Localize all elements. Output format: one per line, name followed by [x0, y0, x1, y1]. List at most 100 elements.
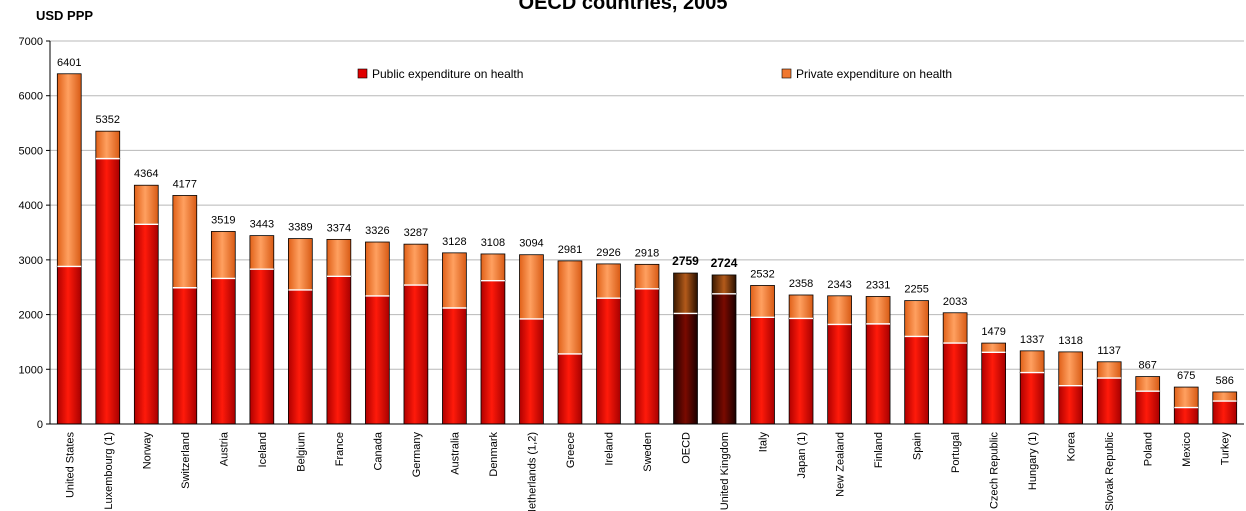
y-tick-label: 7000: [19, 36, 43, 48]
value-label: 2331: [866, 279, 890, 291]
value-label: 1318: [1058, 335, 1082, 347]
y-axis-ticks: 0 1000 2000 3000 4000 5000 6000 7000: [19, 36, 50, 431]
bar-private: [172, 195, 198, 289]
bar-private: [827, 295, 852, 325]
gridlines: [50, 40, 1244, 370]
value-label: 2343: [827, 279, 851, 291]
category-label: United States: [64, 432, 76, 499]
bar-private: [942, 312, 968, 344]
value-label: 3094: [519, 238, 543, 250]
category-label: Germany: [411, 432, 423, 478]
bar-public: [634, 288, 660, 425]
value-label: 3443: [250, 219, 274, 231]
value-label: 675: [1177, 370, 1195, 382]
value-label: 3519: [211, 214, 235, 226]
bar-public: [1019, 372, 1045, 425]
bar-private: [1135, 376, 1161, 392]
value-label: 3326: [365, 225, 389, 237]
bar-private: [557, 260, 583, 355]
bar-private: [442, 252, 467, 309]
value-label: 586: [1216, 375, 1234, 387]
value-label: 6401: [57, 57, 81, 69]
y-tick-label: 5000: [19, 145, 43, 157]
bar-public: [596, 297, 621, 425]
bar-private: [904, 300, 929, 337]
bars: [56, 73, 1238, 425]
value-label: 3128: [442, 236, 466, 248]
y-tick-label: 0: [37, 419, 43, 431]
category-label: Iceland: [257, 432, 269, 467]
value-label: 2981: [558, 244, 582, 256]
bar-public: [480, 280, 506, 425]
value-label: 2759: [672, 254, 699, 268]
category-labels: United States Luxembourg (1) Norway Switzer…: [64, 431, 1231, 511]
y-tick-label: 4000: [19, 200, 43, 212]
value-label: 2532: [750, 268, 774, 280]
bar-public: [827, 324, 852, 425]
category-label: Turkey: [1220, 432, 1232, 466]
value-label: 867: [1139, 360, 1157, 372]
bar-public: [1058, 385, 1084, 425]
bar-private: [288, 238, 313, 291]
bar-private: [865, 296, 891, 325]
bar-private: [1096, 361, 1122, 379]
value-label: 2724: [711, 256, 738, 270]
chart-title: OECD countries, 2005: [519, 0, 728, 14]
bar-public: [288, 289, 313, 425]
bar-public: [1212, 400, 1238, 425]
y-tick-label: 2000: [19, 310, 43, 322]
y-tick-label: 1000: [19, 364, 43, 376]
y-tick-label: 6000: [19, 91, 43, 103]
value-label: 3389: [288, 222, 312, 234]
value-label: 2255: [904, 284, 928, 296]
bar-private: [750, 285, 775, 318]
category-label: Canada: [372, 431, 384, 470]
value-label: 4177: [173, 178, 197, 190]
bar-private: [210, 231, 236, 279]
bar-public: [942, 342, 968, 425]
bar-private: [365, 241, 390, 297]
category-label: New Zealand: [835, 432, 847, 497]
bar-private: [519, 254, 544, 320]
value-label: 3108: [481, 237, 505, 249]
category-label: Netherlands (1,2): [526, 432, 538, 511]
bar-private: [403, 243, 429, 286]
category-label: Hungary (1): [1027, 432, 1039, 490]
category-label: Greece: [565, 432, 577, 468]
bar-public: [1096, 377, 1122, 425]
category-label: Korea: [1066, 431, 1078, 461]
category-label: Sweden: [642, 432, 654, 472]
legend-swatch-private: [781, 68, 792, 79]
bar-private: [1019, 350, 1045, 373]
bar-private: [326, 238, 352, 277]
category-label: Slovak Republic: [1104, 432, 1116, 511]
category-label: United Kingdom: [719, 432, 731, 510]
bar-public: [249, 268, 275, 425]
bar-public: [365, 295, 390, 425]
bar-public: [326, 275, 352, 425]
bar-public: [172, 287, 198, 425]
bar-public: [711, 293, 737, 425]
legend-swatch-public: [357, 68, 368, 79]
bar-public: [981, 351, 1006, 425]
bar-private: [249, 235, 275, 270]
value-label: 2033: [943, 296, 967, 308]
bar-private: [56, 73, 82, 267]
bar-private: [133, 184, 159, 225]
category-label: Luxembourg (1): [103, 432, 115, 510]
value-label: 5352: [96, 114, 120, 126]
bar-private: [1058, 351, 1084, 387]
bar-public: [1173, 407, 1199, 425]
category-label: Italy: [758, 432, 770, 453]
category-label: Finland: [873, 432, 885, 468]
y-tick-label: 3000: [19, 255, 43, 267]
value-label: 3287: [404, 227, 428, 239]
category-label: Mexico: [1181, 432, 1193, 467]
category-label: France: [334, 432, 346, 466]
category-label: Norway: [141, 432, 153, 470]
value-label: 2918: [635, 247, 659, 259]
bar-public: [557, 353, 583, 425]
category-label: Ireland: [603, 432, 615, 466]
bar-public: [904, 336, 929, 425]
legend-label-public: Public expenditure on health: [372, 67, 523, 81]
